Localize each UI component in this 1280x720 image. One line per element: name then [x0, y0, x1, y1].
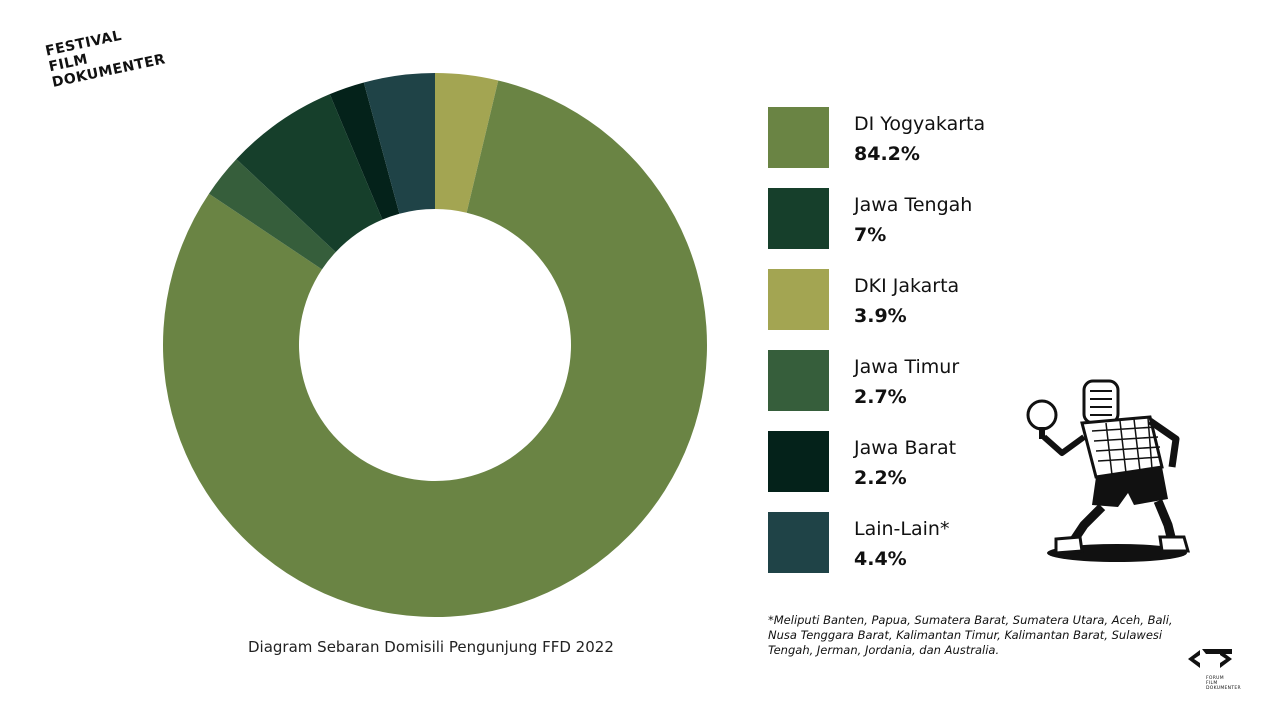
legend-value-di-yogyakarta: 84.2% — [854, 143, 920, 165]
legend-value-jawa-timur: 2.7% — [854, 386, 907, 408]
legend-swatch-lain-lain — [768, 512, 829, 573]
legend-label-dki-jakarta: DKI Jakarta — [854, 275, 960, 297]
legend-label-lain-lain: Lain-Lain* — [854, 518, 950, 540]
legend-item-lain-lain: Lain-Lain* 4.4% — [768, 512, 1028, 573]
chart-legend: DI Yogyakarta 84.2% Jawa Tengah 7% DKI J… — [768, 107, 1028, 593]
legend-value-lain-lain: 4.4% — [854, 548, 907, 570]
legend-swatch-di-yogyakarta — [768, 107, 829, 168]
forum-logo-line-3: DOKUMENTER — [1206, 686, 1241, 691]
legend-item-dki-jakarta: DKI Jakarta 3.9% — [768, 269, 1028, 330]
forum-logo-line-1: FORUM — [1206, 676, 1224, 681]
legend-value-jawa-barat: 2.2% — [854, 467, 907, 489]
forum-logo-line-2: FILM — [1206, 681, 1218, 686]
donut-slice-jawa-tengah — [236, 94, 383, 253]
donut-slice-jawa-barat — [329, 82, 400, 220]
donut-chart — [162, 73, 708, 617]
donut-slice-jawa-timur — [208, 159, 336, 270]
legend-item-jawa-tengah: Jawa Tengah 7% — [768, 188, 1028, 249]
legend-swatch-dki-jakarta — [768, 269, 829, 330]
legend-value-jawa-tengah: 7% — [854, 224, 887, 246]
legend-item-di-yogyakarta: DI Yogyakarta 84.2% — [768, 107, 1028, 168]
legend-label-jawa-tengah: Jawa Tengah — [854, 194, 973, 216]
legend-label-jawa-barat: Jawa Barat — [854, 437, 957, 459]
legend-swatch-jawa-barat — [768, 431, 829, 492]
donut-slice-lain-lain — [363, 73, 435, 214]
legend-label-jawa-timur: Jawa Timur — [854, 356, 960, 378]
forum-film-dokumenter-logo: FORUM FILM DOKUMENTER — [1186, 646, 1242, 691]
footnote: *Meliputi Banten, Papua, Sumatera Barat,… — [768, 613, 1173, 657]
legend-swatch-jawa-tengah — [768, 188, 829, 249]
donut-slice-di-yogyakarta — [162, 80, 708, 617]
legend-item-jawa-barat: Jawa Barat 2.2% — [768, 431, 1028, 492]
legend-label-di-yogyakarta: DI Yogyakarta — [854, 113, 986, 135]
chart-caption: Diagram Sebaran Domisili Pengunjung FFD … — [248, 638, 614, 656]
donut-slice-dki-jakarta — [435, 73, 499, 213]
forum-film-dokumenter-mark — [1188, 649, 1232, 668]
legend-swatch-jawa-timur — [768, 350, 829, 411]
legend-item-jawa-timur: Jawa Timur 2.7% — [768, 350, 1028, 411]
ping-pong-player-illustration — [1026, 379, 1190, 562]
legend-value-dki-jakarta: 3.9% — [854, 305, 907, 327]
